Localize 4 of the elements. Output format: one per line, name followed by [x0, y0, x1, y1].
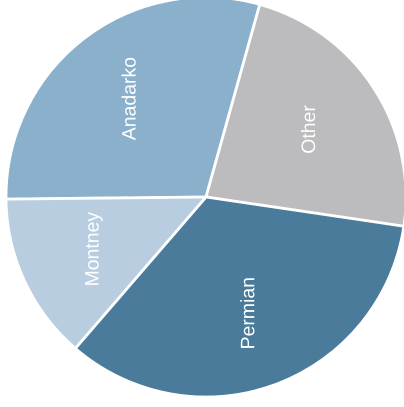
slice-label: Montney [85, 212, 103, 285]
slice-label: Other [300, 105, 316, 153]
slice-label: Anadarko [121, 58, 136, 140]
slice-label: Permian [240, 278, 254, 348]
